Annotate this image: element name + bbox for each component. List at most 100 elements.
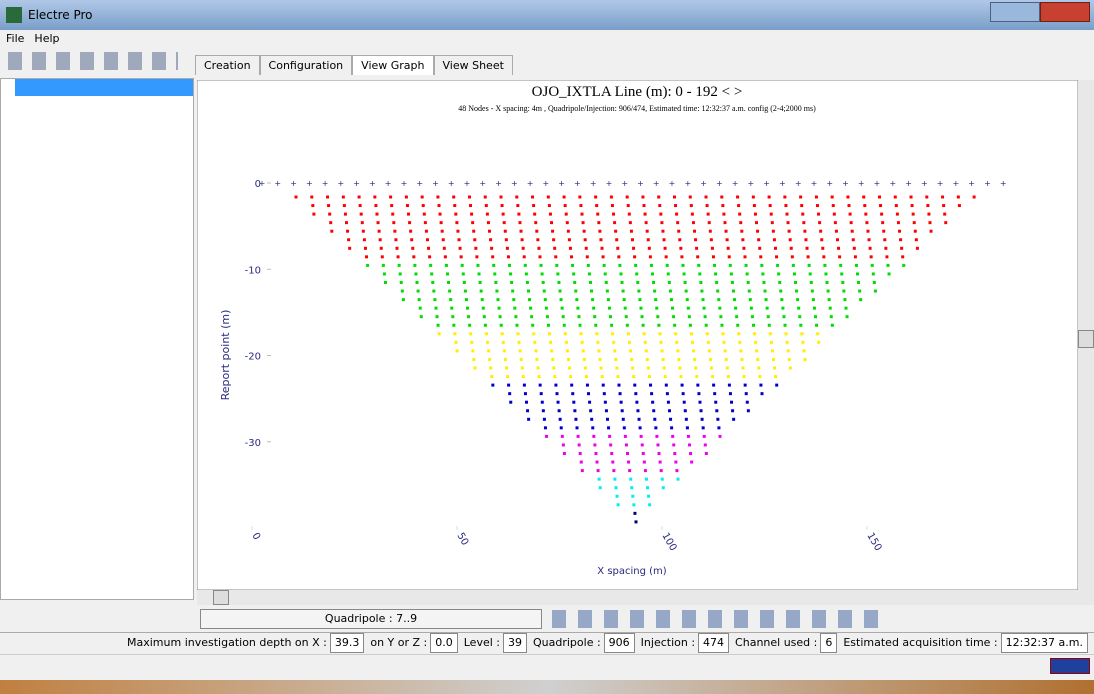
- pseudo-point: [688, 323, 692, 327]
- pseudo-point: [846, 195, 850, 199]
- tab[interactable]: Creation: [195, 55, 260, 75]
- pseudo-point: [505, 246, 509, 250]
- pseudo-point: [518, 349, 522, 353]
- pseudo-point: [697, 392, 701, 396]
- pseudo-point: [599, 366, 603, 370]
- pseudo-point: [491, 383, 495, 387]
- pseudo-point: [581, 349, 585, 353]
- pseudo-point: [377, 229, 381, 233]
- pseudo-point: [822, 255, 826, 259]
- menu-item[interactable]: File: [6, 32, 25, 45]
- pseudo-point: [584, 246, 588, 250]
- node-marker: +: [369, 179, 376, 188]
- pseudo-point: [643, 340, 647, 344]
- pseudo-point: [812, 306, 816, 310]
- pseudo-point: [625, 195, 629, 199]
- horizontal-scrollbar[interactable]: [197, 590, 1078, 605]
- pseudo-point: [943, 212, 947, 216]
- pseudo-point: [726, 246, 730, 250]
- node-marker: +: [858, 179, 865, 188]
- pseudo-point: [657, 452, 661, 455]
- pseudo-point: [768, 204, 772, 208]
- pseudo-point: [725, 366, 729, 370]
- graph-toolbar[interactable]: [552, 610, 882, 628]
- pseudo-point: [588, 281, 592, 284]
- pseudo-point: [619, 272, 623, 276]
- pseudo-point: [641, 323, 645, 327]
- pseudo-point: [569, 375, 573, 379]
- pseudo-point: [827, 298, 831, 302]
- pseudo-point: [679, 246, 683, 250]
- pseudo-point: [610, 204, 614, 208]
- selected-row[interactable]: [15, 79, 193, 96]
- pseudo-point: [659, 469, 663, 473]
- pseudo-point: [428, 255, 432, 259]
- pseudo-point: [615, 366, 619, 370]
- pseudo-point: [562, 452, 566, 455]
- pseudo-point: [743, 383, 747, 387]
- pseudo-point: [865, 221, 869, 225]
- close-button[interactable]: [1040, 2, 1090, 22]
- node-marker: +: [432, 179, 439, 188]
- pseudo-point: [676, 349, 680, 353]
- pseudo-point: [728, 263, 732, 267]
- tab[interactable]: Configuration: [259, 55, 353, 75]
- window-buttons[interactable]: [990, 2, 1040, 22]
- pseudo-point: [485, 212, 489, 216]
- pseudo-point: [381, 263, 385, 267]
- node-marker: +: [401, 179, 408, 188]
- pseudo-point: [695, 246, 699, 250]
- pseudo-point: [483, 195, 487, 199]
- pseudo-point: [621, 289, 625, 293]
- pseudo-point: [535, 229, 539, 233]
- status-value: 39.3: [329, 633, 365, 653]
- pseudo-point: [703, 315, 707, 319]
- pseudo-point: [395, 246, 399, 250]
- flag-icon: [1050, 658, 1090, 674]
- pseudo-point: [357, 195, 361, 199]
- pseudo-point: [517, 212, 521, 216]
- pseudo-point: [479, 289, 483, 293]
- pseudo-point: [772, 357, 776, 361]
- pseudo-point: [663, 246, 667, 250]
- pseudo-point: [608, 434, 612, 438]
- pseudo-point: [684, 417, 688, 421]
- pseudo-point: [814, 195, 818, 199]
- pseudo-point: [417, 298, 421, 302]
- pseudo-point: [803, 229, 807, 233]
- pseudo-point: [714, 400, 718, 404]
- pseudo-point: [639, 306, 643, 310]
- pseudo-point: [294, 195, 298, 199]
- pseudo-point: [652, 281, 656, 284]
- vertical-scrollbar[interactable]: [1078, 80, 1094, 605]
- pseudo-point: [629, 229, 633, 233]
- pseudo-point: [729, 272, 733, 276]
- pseudo-point: [694, 366, 698, 370]
- pseudo-point: [460, 263, 464, 267]
- pseudo-point: [601, 383, 605, 387]
- pseudo-point: [636, 281, 640, 284]
- pseudo-point: [597, 221, 601, 225]
- pseudo-point: [698, 272, 702, 276]
- toolbar-icons[interactable]: [8, 52, 178, 70]
- pseudo-point: [625, 323, 629, 327]
- pseudo-point: [611, 460, 615, 464]
- menu-item[interactable]: Help: [34, 32, 60, 45]
- pseudo-point: [753, 212, 757, 216]
- status-label: Maximum investigation depth on X :: [127, 636, 327, 649]
- pseudo-point: [560, 306, 564, 310]
- pseudo-point: [655, 306, 659, 310]
- tab[interactable]: View Sheet: [433, 55, 513, 75]
- pseudo-point: [539, 263, 543, 267]
- pseudo-point: [447, 281, 451, 284]
- pseudo-point: [562, 195, 566, 199]
- pseudo-point: [463, 289, 467, 293]
- pseudo-point: [535, 357, 539, 361]
- pseudo-point: [558, 417, 562, 421]
- pseudo-point: [526, 289, 530, 293]
- pseudo-point: [835, 238, 839, 242]
- tab[interactable]: View Graph: [352, 55, 434, 75]
- pseudo-point: [774, 375, 778, 379]
- pseudo-point: [730, 400, 734, 404]
